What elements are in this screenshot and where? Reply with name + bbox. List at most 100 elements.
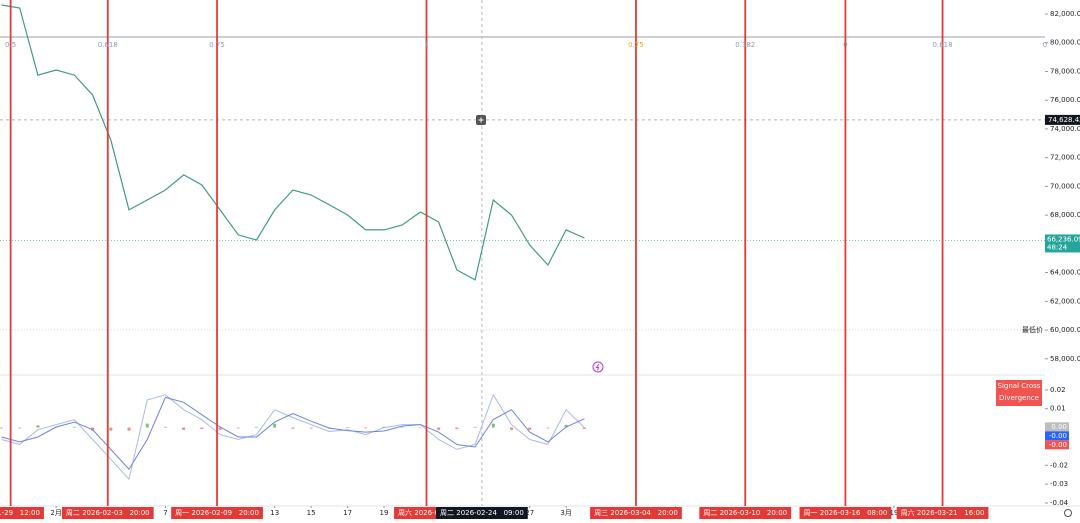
y-tick-label: 60,000.00 — [1050, 326, 1080, 334]
histogram-bar — [564, 424, 568, 428]
histogram-bar — [473, 426, 477, 428]
x-tick-label: 19 — [380, 509, 389, 517]
histogram-bar — [528, 427, 532, 430]
oscillator-line — [1, 393, 585, 481]
histogram-bar — [127, 427, 131, 431]
event-label-box — [896, 507, 989, 519]
settings-icon[interactable] — [1064, 509, 1072, 517]
icons — [476, 115, 1072, 517]
value-badge-label: -0.00 — [1049, 432, 1067, 440]
histogram-bar — [364, 427, 368, 429]
event-label: 周六 2026-02-21 — [398, 508, 455, 517]
y-tick-label: 74,000.00 — [1050, 125, 1080, 133]
histogram-bar — [200, 427, 204, 430]
histogram-bar — [418, 427, 422, 429]
y-tick-label: 64,000.00 — [1050, 269, 1080, 277]
histogram-bar — [36, 425, 40, 428]
event-label-box — [590, 507, 682, 519]
histogram-bar — [491, 423, 495, 428]
y-tick-label: -0.04 — [1050, 499, 1069, 507]
oscillator-line — [1, 396, 585, 471]
crosshair-y-badge — [1045, 114, 1080, 125]
fib-label: 0 — [843, 41, 847, 49]
plus-glyph — [478, 117, 484, 123]
histogram-bar — [163, 426, 167, 428]
fib-label: 0.382 — [735, 41, 755, 49]
fib-label: 1 — [424, 41, 428, 49]
y-tick-label: 0.01 — [1050, 405, 1066, 413]
histogram-bar — [218, 427, 222, 430]
event-label-box — [171, 507, 263, 519]
x-tick-label: 3月 — [560, 509, 571, 517]
event-label: 周二 2026-02-03 20:00 — [66, 509, 150, 517]
crosshair-y-label: 74,628.42 — [1048, 116, 1080, 124]
fib-label: 0 — [1043, 41, 1047, 49]
y-tick-label: 78,000.00 — [1050, 67, 1080, 75]
histogram-bar — [437, 427, 441, 430]
x-tick-label: 19 — [890, 509, 899, 517]
y-tick-label: 62,000.00 — [1050, 297, 1080, 305]
y-tick-label: -0.03 — [1050, 480, 1068, 488]
event-label: 周二 2026-03-10 20:00 — [703, 509, 787, 517]
histogram-bar — [145, 423, 149, 428]
crosshair-x-badge — [436, 507, 528, 519]
x-tick-label: 13 — [270, 509, 279, 517]
histogram-bar — [273, 423, 277, 428]
y-tick-label: 80,000.00 — [1050, 39, 1080, 47]
value-badge — [1045, 440, 1069, 450]
y-tick-label: -0.02 — [1050, 461, 1068, 469]
histogram-bar — [400, 427, 404, 428]
histogram-bar — [91, 427, 95, 431]
annotation: Signal Cross — [998, 382, 1041, 390]
histogram-bar — [291, 427, 295, 429]
fib-label: 0.618 — [98, 41, 118, 49]
histogram-bar — [109, 427, 113, 431]
price-line — [1, 4, 585, 281]
event-label: 周六 2026-03-21 16:00 — [901, 508, 985, 517]
annotation: Divergence — [999, 394, 1039, 402]
event-label: 周三 2026-03-04 20:00 — [594, 509, 678, 517]
histogram-bar — [236, 427, 240, 429]
y-tick-label: 72,000.00 — [1050, 154, 1080, 162]
y-tick-label: 70,000.00 — [1050, 182, 1080, 190]
histogram-bar — [546, 427, 550, 429]
y-tick-label: 82,000.00 — [1050, 10, 1080, 18]
event-label-box — [799, 507, 892, 519]
event-label-box — [0, 507, 44, 519]
lightning-icon[interactable] — [592, 361, 604, 373]
histogram-bar — [0, 427, 4, 429]
y-tick-label: 76,000.00 — [1050, 96, 1080, 104]
value-badge — [1045, 431, 1069, 441]
x-tick-label: 15 — [307, 509, 316, 517]
y-tick-label: 0.02 — [1050, 386, 1066, 394]
x-tick-label: 27 — [525, 509, 534, 517]
histogram-bar — [455, 427, 459, 430]
fib-label: 0.75 — [628, 41, 644, 49]
value-badge — [1045, 422, 1069, 432]
x-tick-label: 17 — [343, 509, 352, 517]
low-marker-text: 最低价 — [1022, 325, 1043, 334]
annotation-box — [996, 380, 1042, 406]
x-tick-label: 2月 — [50, 509, 61, 517]
event-label: 周一 2026-03-16 08:00 — [804, 509, 888, 517]
fib-label: 0.618 — [933, 41, 953, 49]
event-label: 26-01-29 12:00 — [0, 509, 40, 517]
event-label-box — [61, 507, 154, 519]
crosshair-x-label: 周二 2026-02-24 09:00 — [440, 509, 524, 517]
histogram-bar — [182, 427, 186, 430]
histogram-bar — [72, 426, 76, 428]
event-label: 周一 2026-02-09 20:00 — [175, 509, 259, 517]
histogram-bar — [346, 427, 350, 428]
last-price-label: 66,236.09 — [1047, 235, 1080, 243]
y-tick-label: 68,000.00 — [1050, 211, 1080, 219]
event-label-box — [699, 507, 792, 519]
value-badge-label: 0.00 — [1051, 423, 1067, 431]
histogram-bar — [509, 427, 513, 430]
countdown: 48:24 — [1047, 243, 1068, 251]
histogram-bar — [18, 427, 22, 429]
histogram-bar — [309, 427, 313, 429]
x-tick-label: 7 — [163, 509, 167, 517]
